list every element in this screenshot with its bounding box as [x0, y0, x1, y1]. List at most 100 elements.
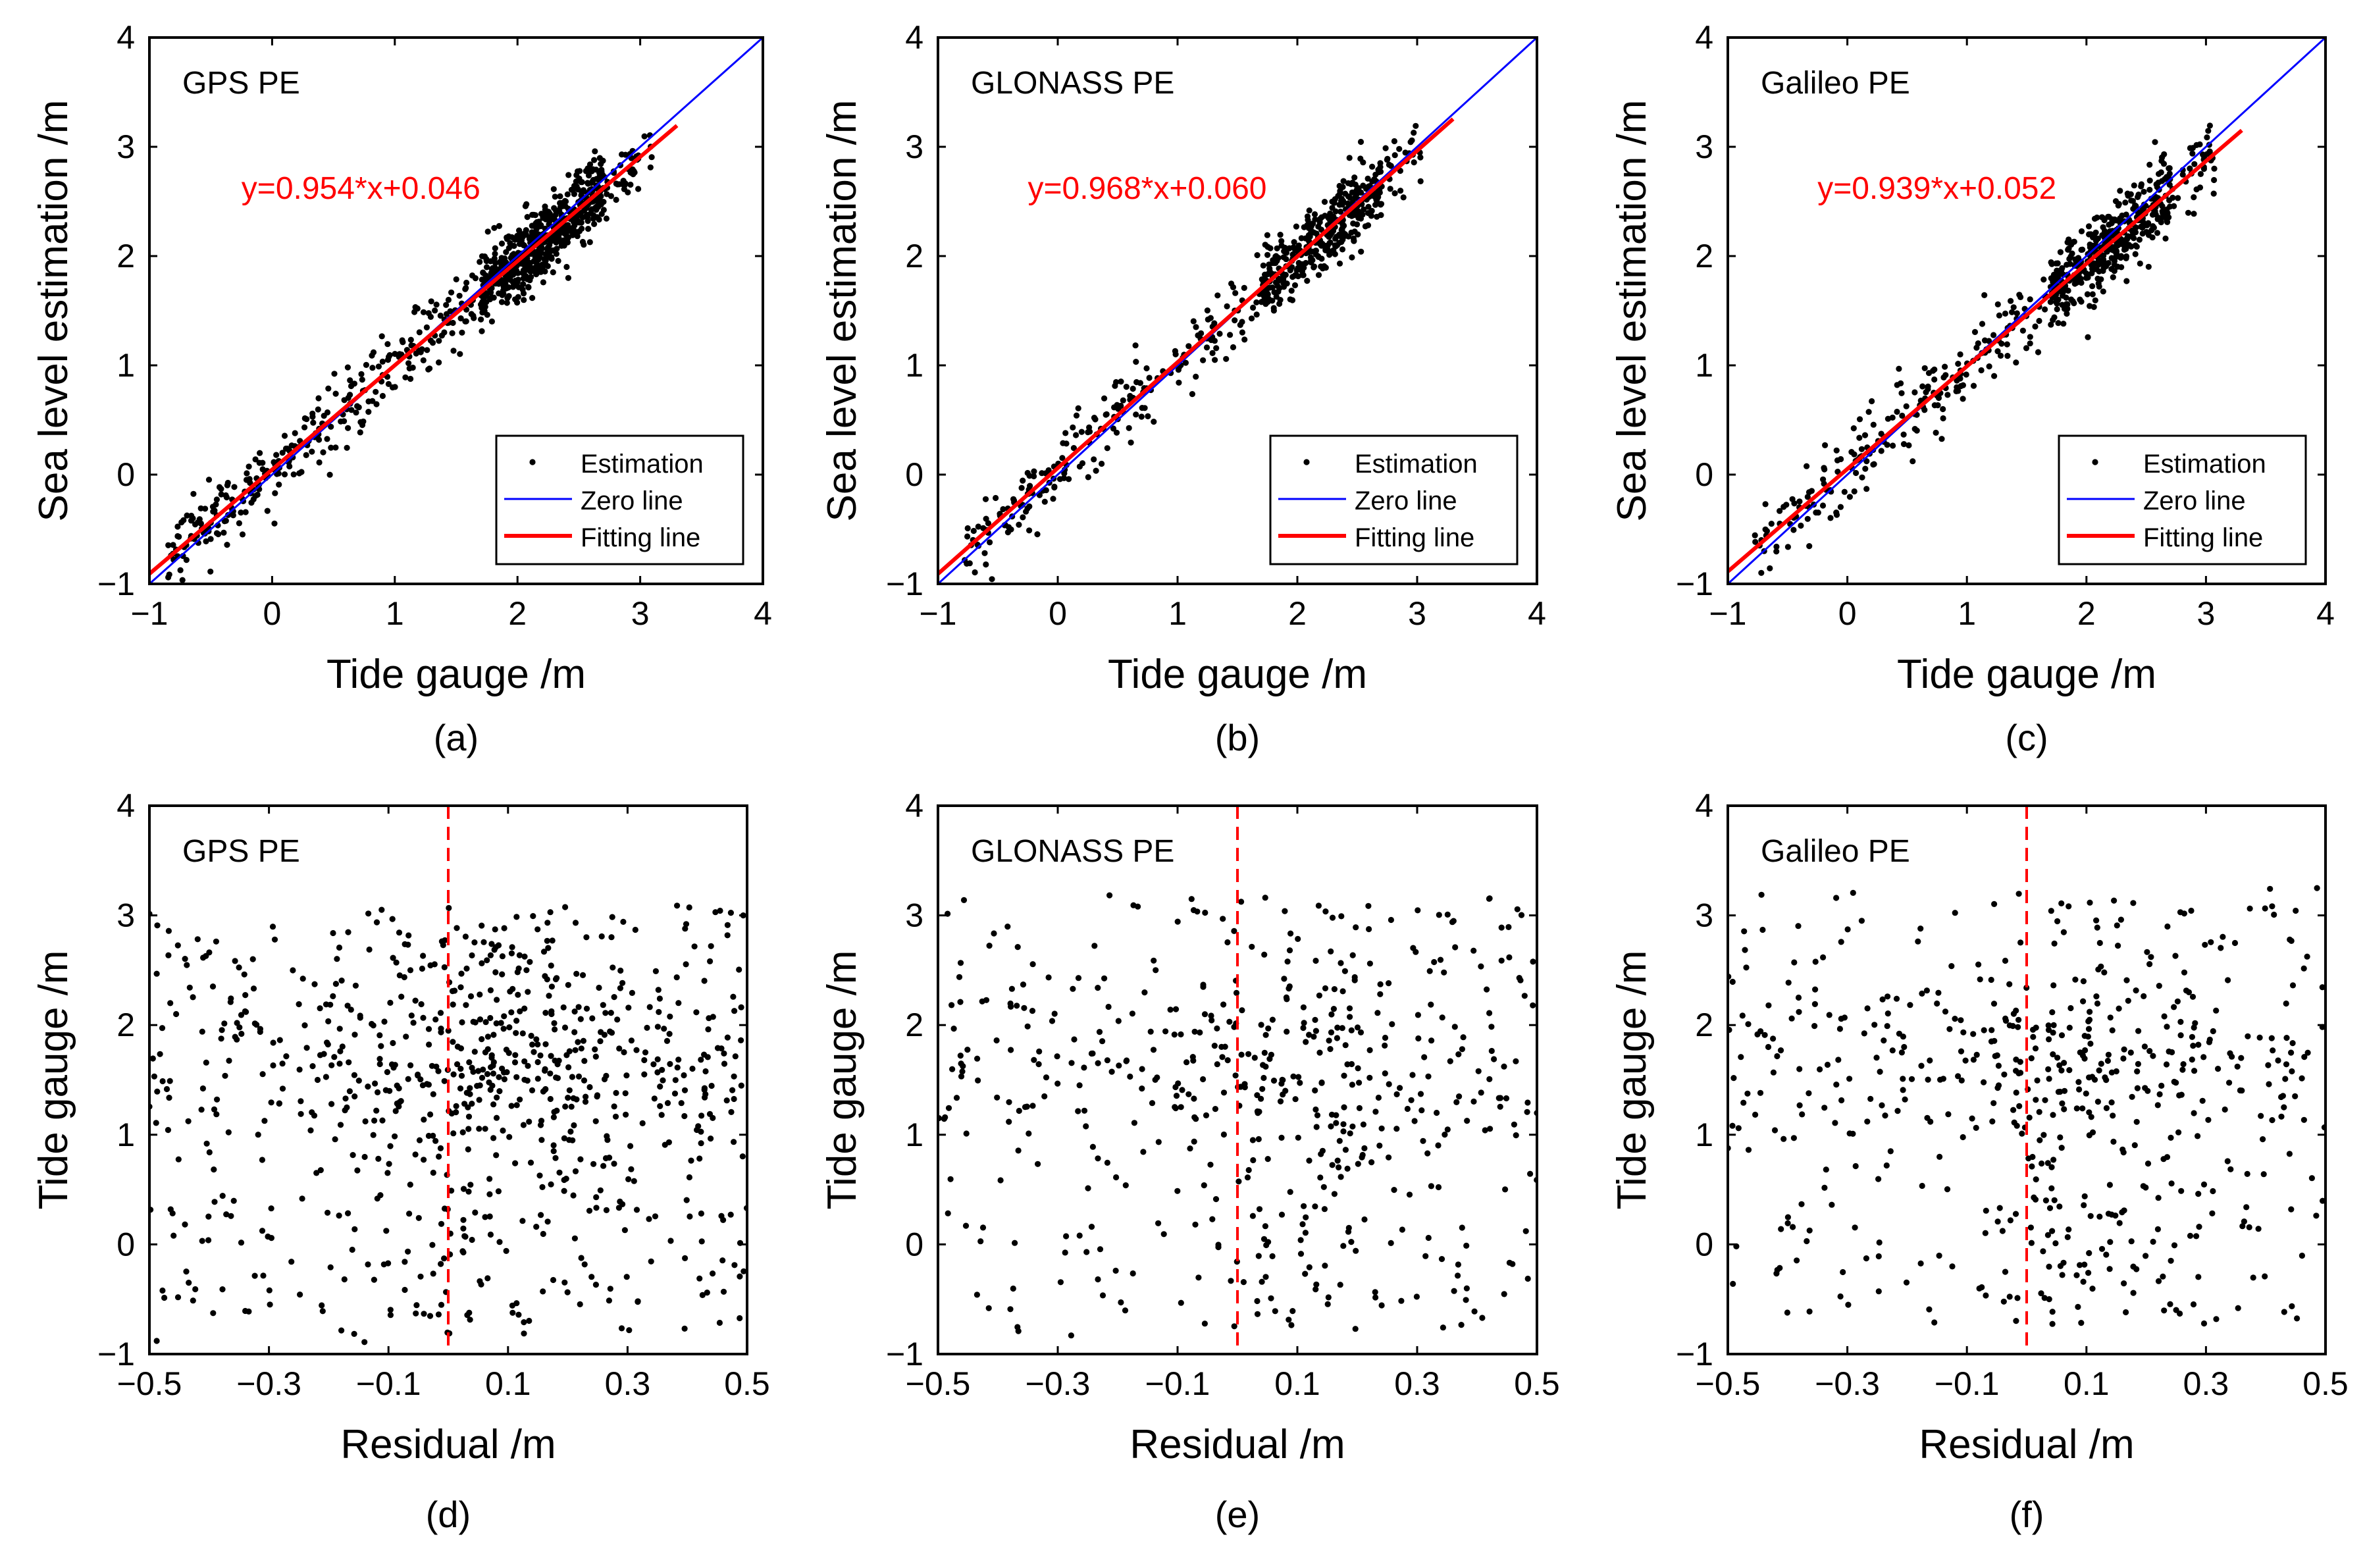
data-point-e-468 [1081, 1107, 1088, 1114]
data-point-f-404 [2049, 1009, 2056, 1016]
data-point-e-52 [1315, 902, 1322, 909]
data-point-d-658 [467, 993, 475, 1000]
data-point-e-515 [1391, 1187, 1397, 1193]
data-point-d-22 [218, 1035, 224, 1042]
data-point-e-328 [1411, 1118, 1418, 1124]
data-point-e-475 [1239, 1007, 1245, 1014]
data-point-f-500 [2304, 953, 2310, 960]
data-point-c-239 [2100, 288, 2106, 295]
data-point-e-464 [974, 1055, 981, 1062]
data-point-d-298 [417, 1273, 424, 1280]
data-point-f-494 [2010, 1010, 2017, 1017]
data-point-b-278 [1321, 199, 1328, 205]
data-point-d-776 [629, 989, 636, 996]
data-point-a-335 [369, 365, 376, 371]
data-point-a-803 [479, 276, 486, 283]
data-point-d-27 [707, 958, 714, 964]
data-point-f-58 [1942, 1008, 1949, 1015]
data-point-d-719 [332, 981, 339, 987]
data-point-f-459 [1875, 1253, 1882, 1260]
data-point-f-375 [2107, 1239, 2114, 1245]
data-point-d-669 [487, 1231, 494, 1238]
data-point-d-457 [355, 1078, 362, 1084]
data-point-d-668 [489, 1082, 496, 1089]
data-point-d-162 [728, 1109, 735, 1115]
data-point-d-65 [165, 928, 172, 934]
data-point-e-313 [1393, 1091, 1400, 1097]
data-point-e-76 [1327, 1046, 1334, 1053]
data-point-c-199 [1973, 344, 1980, 351]
data-point-d-97 [540, 1288, 546, 1295]
data-point-d-50 [407, 1062, 414, 1068]
data-point-e-333 [1328, 1029, 1335, 1035]
data-point-d-628 [588, 1274, 595, 1280]
data-point-f-557 [2057, 1134, 2064, 1141]
data-point-c-550 [1942, 363, 1948, 370]
data-point-d-702 [639, 1120, 646, 1126]
data-point-c-622 [2121, 246, 2128, 253]
data-point-c-83 [2092, 297, 2098, 303]
data-point-f-95 [2246, 1224, 2252, 1230]
data-point-b-334 [1264, 232, 1270, 238]
data-point-c-390 [2059, 265, 2066, 271]
data-point-c-350 [1884, 415, 1891, 422]
data-point-d-149 [580, 1037, 587, 1044]
data-point-f-428 [2301, 1054, 2308, 1060]
data-point-e-323 [1262, 895, 1268, 901]
data-point-d-500 [345, 1210, 351, 1216]
data-point-d-176 [450, 1071, 457, 1078]
data-point-a-569 [524, 214, 531, 221]
data-point-a-859 [492, 260, 499, 267]
data-point-d-392 [268, 1205, 274, 1212]
panel-title-b: GLONASS PE [971, 66, 1174, 101]
data-point-e-158 [1328, 948, 1334, 954]
data-point-d-221 [603, 1207, 610, 1213]
data-point-c-174 [1903, 403, 1910, 409]
data-point-d-91 [562, 904, 569, 910]
x-tick-label-f-4: 0.3 [2183, 1365, 2229, 1402]
data-point-d-724 [686, 904, 692, 911]
data-point-a-798 [557, 199, 563, 207]
data-point-d-569 [370, 1022, 377, 1029]
data-point-d-588 [675, 1000, 682, 1006]
data-point-e-453 [1244, 1174, 1251, 1181]
data-point-e-235 [1456, 1093, 1463, 1100]
data-point-a-620 [579, 190, 585, 196]
data-point-f-447 [2238, 1055, 2245, 1061]
data-point-a-887 [531, 231, 538, 238]
data-point-d-171 [596, 984, 602, 991]
data-point-f-267 [2015, 1024, 2021, 1030]
data-point-c-348 [1841, 488, 1848, 495]
data-point-d-664 [732, 1053, 739, 1060]
data-point-e-511 [1334, 1035, 1340, 1041]
data-point-d-33 [165, 952, 172, 958]
x-tick-label-c-4: 3 [2196, 595, 2215, 632]
data-point-c-93 [1863, 486, 1870, 492]
data-point-e-142 [1010, 1285, 1016, 1292]
data-point-f-391 [2093, 917, 2100, 924]
data-point-f-159 [2168, 1180, 2175, 1187]
data-point-b-153 [1141, 405, 1148, 411]
data-point-a-882 [548, 254, 555, 261]
data-point-d-791 [387, 1143, 394, 1149]
data-point-d-71 [412, 1151, 419, 1158]
data-point-f-496 [1861, 1030, 1867, 1037]
data-point-e-495 [1388, 916, 1394, 924]
data-point-e-101 [1178, 1104, 1184, 1111]
x-tick-label-e-4: 0.3 [1394, 1365, 1440, 1402]
plot-area-a [149, 38, 763, 584]
data-point-f-309 [2064, 1234, 2071, 1240]
data-point-d-182 [465, 1113, 473, 1120]
data-point-f-544 [2054, 918, 2061, 925]
data-point-f-305 [2093, 993, 2100, 1000]
data-point-d-395 [597, 1038, 604, 1045]
data-point-e-116 [1041, 1093, 1048, 1100]
data-point-e-439 [1289, 1308, 1296, 1315]
data-point-c-258 [2189, 150, 2196, 157]
data-point-c-515 [1955, 388, 1962, 394]
data-point-f-307 [2106, 1182, 2113, 1188]
data-point-d-20 [542, 1010, 549, 1016]
data-point-b-377 [1227, 332, 1234, 338]
data-point-e-108 [1029, 1103, 1036, 1109]
